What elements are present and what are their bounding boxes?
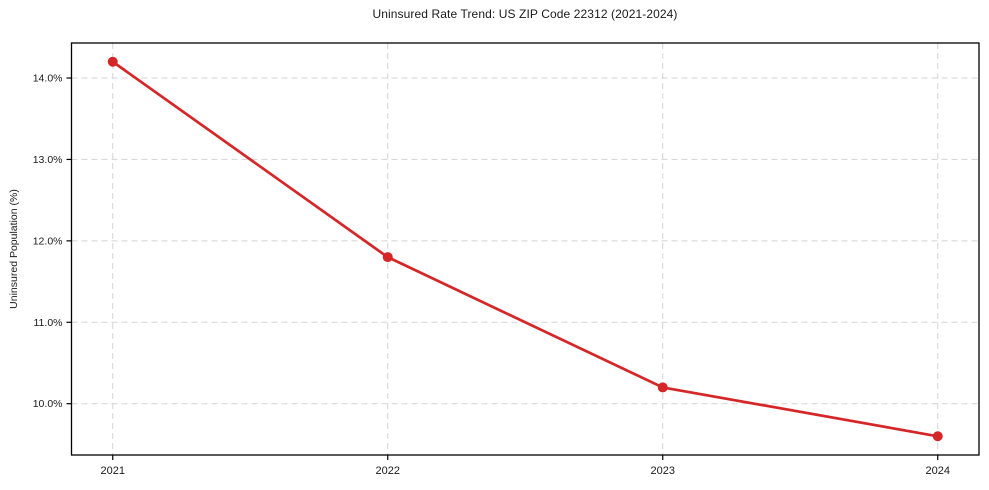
y-tick-label: 14.0%: [33, 73, 63, 85]
chart-title: Uninsured Rate Trend: US ZIP Code 22312 …: [372, 7, 678, 21]
data-point: [657, 382, 668, 393]
x-tick-label: 2023: [651, 465, 675, 477]
axes-border: [70, 42, 980, 456]
trend-line: [111, 60, 940, 438]
data-point: [382, 252, 393, 263]
y-tick-label: 10.0%: [33, 398, 63, 410]
y-tick-label: 11.0%: [34, 317, 63, 329]
x-tick-label: 2022: [376, 465, 400, 477]
x-tick-label: 2024: [926, 465, 950, 477]
y-tick-label: 12.0%: [33, 235, 63, 247]
y-tick-label: 13.0%: [33, 154, 63, 166]
data-point: [107, 56, 118, 67]
x-tick-label: 2021: [101, 465, 125, 477]
data-point: [932, 431, 943, 442]
